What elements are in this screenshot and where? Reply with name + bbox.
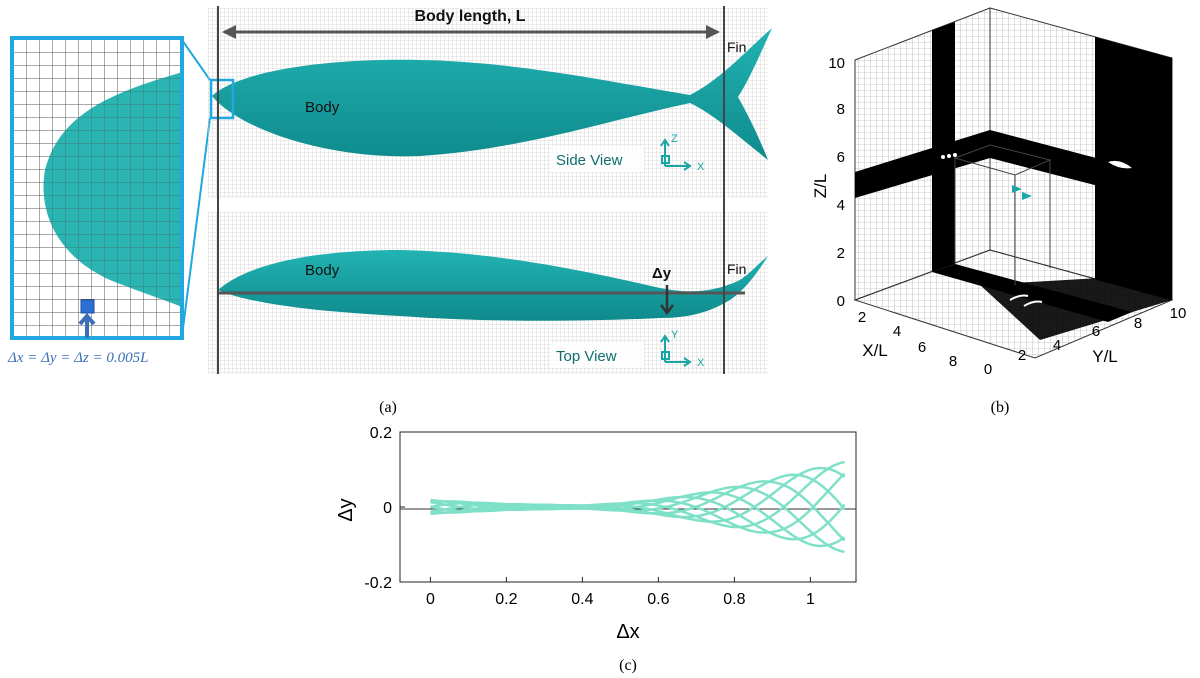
midline-phase-curve (430, 495, 846, 541)
z-tick: 8 (837, 101, 845, 118)
arrow-up-icon (78, 312, 96, 338)
y-tick: 8 (1134, 315, 1142, 332)
zoom-inset: Δx = Δy = Δz = 0.005L (7, 36, 211, 366)
side-view: Body Fin Side View Z X (208, 8, 772, 198)
top-axis-x: X (697, 357, 705, 369)
top-view-label: Top View (556, 348, 617, 365)
dy-label: Δy (652, 265, 672, 282)
body-length-dimension: Body length, L (217, 6, 725, 374)
side-view-label: Side View (556, 152, 623, 169)
arrow-right-icon (706, 25, 720, 39)
zoom-frame (10, 36, 184, 340)
y-tick-label: 0.2 (370, 425, 392, 442)
y-tick: 10 (1170, 305, 1187, 322)
panel-a: Δx = Δy = Δz = 0.005L Body Fin Side View… (7, 6, 772, 416)
side-axis-x: X (697, 161, 705, 173)
z-tick: 0 (837, 293, 845, 310)
envelope-lines (430, 460, 846, 554)
x-axis-label: X/L (862, 341, 888, 360)
panel-c-label: (c) (619, 657, 637, 674)
body-length-label: Body length, L (414, 8, 525, 25)
y-tick-label: 0 (383, 500, 392, 517)
panel-a-label: (a) (379, 399, 397, 416)
x-tick-label: 0.8 (723, 591, 745, 608)
fish-silhouette-right-wall (1108, 160, 1132, 169)
z-axis-label: Z/L (811, 174, 830, 199)
top-fin-label: Fin (727, 261, 746, 277)
top-body-label: Body (305, 262, 340, 279)
refine-band-left-horizontal (855, 130, 990, 198)
zoom-caption: Δx = Δy = Δz = 0.005L (7, 350, 149, 366)
x-axis: 2 4 6 8 X/L (858, 309, 957, 370)
midline-phase-curve (430, 491, 846, 548)
x-ticks: 0 0.2 0.4 0.6 0.8 1 (426, 577, 815, 608)
z-tick: 2 (837, 245, 845, 262)
midline-phase-curve (430, 480, 846, 542)
y-tick: 4 (1053, 337, 1061, 354)
y-ticks: 0.2 0 -0.2 (364, 425, 405, 592)
y-tick: 2 (1018, 347, 1026, 364)
refine-band-floor-b (980, 278, 1172, 340)
x-tick-label: 0.6 (647, 591, 669, 608)
side-body-label: Body (305, 99, 340, 116)
top-axis-y: Y (671, 329, 679, 341)
panel-c: 0 0.2 0.4 0.6 0.8 1 0.2 0 -0.2 Δx Δy (c) (335, 425, 857, 674)
side-axes-icon (660, 138, 692, 171)
top-view: Body Fin Δy Top View Y X (208, 212, 768, 374)
y-tick: 0 (984, 361, 992, 378)
arrow-down-icon (660, 285, 674, 316)
z-axis: 0 2 4 6 8 10 Z/L (811, 55, 845, 310)
y-axis: 0 2 4 6 8 10 Y/L (984, 305, 1187, 378)
fish-school-icon (1012, 185, 1032, 200)
fish-silhouette-floor (1009, 294, 1043, 307)
y-axis-label: Y/L (1092, 347, 1118, 366)
panel-b: 0 2 4 6 8 10 Z/L 2 4 6 8 X/L 0 2 4 6 8 1… (811, 7, 1187, 416)
y-axis-label: Δy (335, 498, 357, 521)
x-tick: 4 (893, 323, 901, 340)
top-fish-body (218, 250, 768, 321)
y-tick-label: -0.2 (364, 575, 392, 592)
z-tick: 10 (828, 55, 845, 72)
x-tick: 2 (858, 309, 866, 326)
midline-phase-curve (430, 472, 846, 534)
x-tick-label: 1 (806, 591, 815, 608)
x-tick-label: 0.2 (495, 591, 517, 608)
zoom-connector-top (181, 39, 211, 81)
x-tick-label: 0.4 (571, 591, 593, 608)
grid-cell-highlight (80, 299, 95, 314)
inner-refined-box (953, 144, 1052, 285)
zoom-marker (209, 78, 235, 120)
panel-b-label: (b) (991, 399, 1010, 416)
refine-band-right-horizontal (990, 130, 1172, 205)
z-tick: 4 (837, 197, 845, 214)
x-tick: 8 (949, 353, 957, 370)
x-tick: 6 (918, 339, 926, 356)
zoom-connector-bottom (181, 117, 211, 337)
side-fin-label: Fin (727, 39, 746, 55)
side-fish-body (212, 28, 772, 160)
top-axes-icon (660, 334, 692, 367)
side-axis-z: Z (671, 133, 678, 145)
y-tick: 6 (1092, 323, 1100, 340)
z-tick: 6 (837, 149, 845, 166)
arrow-left-icon (222, 25, 236, 39)
x-axis-label: Δx (616, 621, 639, 643)
x-tick-label: 0 (426, 591, 435, 608)
